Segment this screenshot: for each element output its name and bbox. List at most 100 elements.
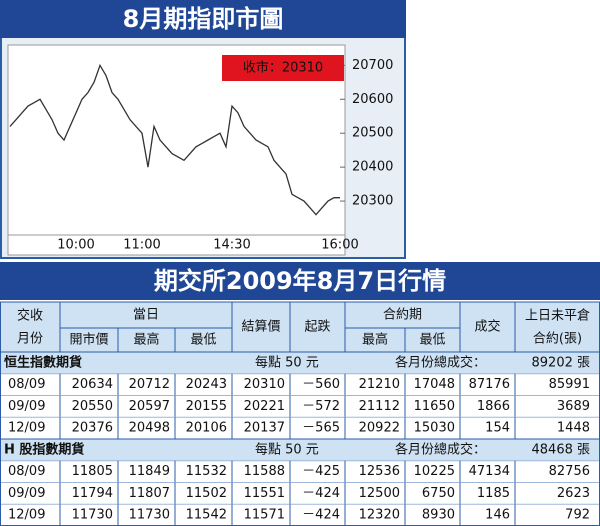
cell: 12320 bbox=[359, 508, 400, 523]
section-row bbox=[0, 439, 600, 461]
header-cell: 最低 bbox=[419, 333, 445, 348]
section-row bbox=[0, 352, 600, 374]
header-cell: 最高 bbox=[133, 332, 159, 348]
cell: 11805 bbox=[72, 464, 113, 479]
cell: 11650 bbox=[414, 399, 455, 414]
cell: 11551 bbox=[244, 486, 285, 501]
section-total-label: 各月份總成交： bbox=[395, 354, 486, 370]
cell: 21210 bbox=[359, 377, 400, 392]
cell: 11849 bbox=[129, 464, 170, 479]
cell: 10225 bbox=[414, 464, 455, 479]
y-tick-label: 20600 bbox=[352, 92, 393, 107]
cell: 17048 bbox=[414, 377, 455, 392]
cell: 6750 bbox=[422, 486, 455, 501]
cell: 11532 bbox=[186, 464, 227, 479]
section-name: H 股指數期貨 bbox=[4, 441, 84, 457]
price-line bbox=[9, 63, 340, 216]
header-cell: 月份 bbox=[17, 332, 43, 347]
cell: 1185 bbox=[477, 486, 510, 501]
cell: 87176 bbox=[469, 377, 510, 392]
cell: 20498 bbox=[129, 421, 170, 436]
cell: 20221 bbox=[244, 399, 285, 414]
cell: 792 bbox=[565, 508, 590, 523]
section-total-label: 各月份總成交： bbox=[395, 441, 486, 457]
section-unit: 每點 50 元 bbox=[255, 441, 319, 457]
cell: －572 bbox=[302, 399, 340, 414]
table-header-bg bbox=[0, 302, 600, 352]
cell: 11542 bbox=[186, 508, 227, 523]
cell: 20376 bbox=[72, 421, 113, 436]
cell: 12/09 bbox=[8, 508, 45, 523]
header-cell: 最低 bbox=[190, 333, 216, 348]
cell: 08/09 bbox=[8, 464, 45, 479]
table-banner bbox=[0, 262, 600, 300]
x-tick-label: 11:00 bbox=[123, 238, 160, 253]
header-cell: 最高 bbox=[362, 332, 388, 348]
cell: 15030 bbox=[414, 421, 455, 436]
header-cell: 成交 bbox=[474, 319, 500, 335]
cell: 1866 bbox=[477, 399, 510, 414]
cell: 21112 bbox=[359, 399, 400, 414]
cell: 47134 bbox=[469, 464, 510, 479]
cell: 11730 bbox=[72, 508, 113, 523]
header-cell: 開市價 bbox=[69, 332, 108, 348]
cell: 20550 bbox=[72, 399, 113, 414]
y-tick-label: 20400 bbox=[352, 160, 393, 175]
cell: 20155 bbox=[186, 399, 227, 414]
x-tick-label: 16:00 bbox=[321, 238, 358, 253]
header-cell: 起跌 bbox=[304, 319, 330, 335]
cell: 2623 bbox=[557, 486, 590, 501]
cell: 154 bbox=[485, 421, 510, 436]
cell: 12500 bbox=[359, 486, 400, 501]
cell: －424 bbox=[302, 508, 340, 523]
cell: 20243 bbox=[186, 377, 227, 392]
annotation-box bbox=[222, 55, 344, 81]
header-cell: 合約(張) bbox=[533, 332, 582, 347]
x-tick-label: 10:00 bbox=[57, 238, 94, 253]
cell: 20634 bbox=[72, 377, 113, 392]
cell: 20106 bbox=[186, 421, 227, 436]
chart-banner bbox=[0, 0, 406, 38]
cell: 20922 bbox=[359, 421, 400, 436]
cell: 09/09 bbox=[8, 486, 45, 501]
cell: 11571 bbox=[244, 508, 285, 523]
cell: 20137 bbox=[244, 421, 285, 436]
cell: 11730 bbox=[129, 508, 170, 523]
cell: 11588 bbox=[244, 464, 285, 479]
cell: 8930 bbox=[422, 508, 455, 523]
cell: －565 bbox=[302, 421, 340, 436]
y-tick-label: 20700 bbox=[352, 58, 393, 73]
x-axis-band bbox=[7, 234, 346, 256]
cell: 20597 bbox=[129, 399, 170, 414]
cell: －424 bbox=[302, 486, 340, 501]
cell: 1448 bbox=[557, 421, 590, 436]
annotation: 收市：20310 bbox=[243, 60, 323, 76]
cell: 08/09 bbox=[8, 377, 45, 392]
header-cell: 合約期 bbox=[383, 308, 422, 323]
cell: 09/09 bbox=[8, 399, 45, 414]
header-cell: 當日 bbox=[133, 308, 159, 323]
cell: 11807 bbox=[129, 486, 170, 501]
cell: －425 bbox=[302, 464, 340, 479]
cell: 146 bbox=[485, 508, 510, 523]
header-cell: 上日未平倉 bbox=[525, 309, 590, 324]
cell: 85991 bbox=[549, 377, 590, 392]
section-name: 恒生指數期貨 bbox=[4, 354, 82, 370]
cell: 82756 bbox=[549, 464, 590, 479]
cell: 11502 bbox=[186, 486, 227, 501]
chart-title: 8月期指即市圖 bbox=[123, 5, 284, 33]
table-title: 期交所2009年8月7日行情 bbox=[154, 267, 446, 295]
x-tick-label: 14:30 bbox=[213, 238, 250, 253]
header-cell: 交收 bbox=[17, 308, 43, 324]
section-unit: 每點 50 元 bbox=[255, 354, 319, 370]
y-tick-label: 20300 bbox=[352, 194, 393, 209]
cell: 11794 bbox=[72, 486, 113, 501]
y-tick-label: 20500 bbox=[352, 126, 393, 141]
cell: 12/09 bbox=[8, 421, 45, 436]
cell: 12536 bbox=[359, 464, 400, 479]
section-total: 89202 張 bbox=[532, 355, 591, 370]
cell: －560 bbox=[302, 377, 340, 392]
cell: 3689 bbox=[557, 399, 590, 414]
section-total: 48468 張 bbox=[532, 442, 591, 457]
